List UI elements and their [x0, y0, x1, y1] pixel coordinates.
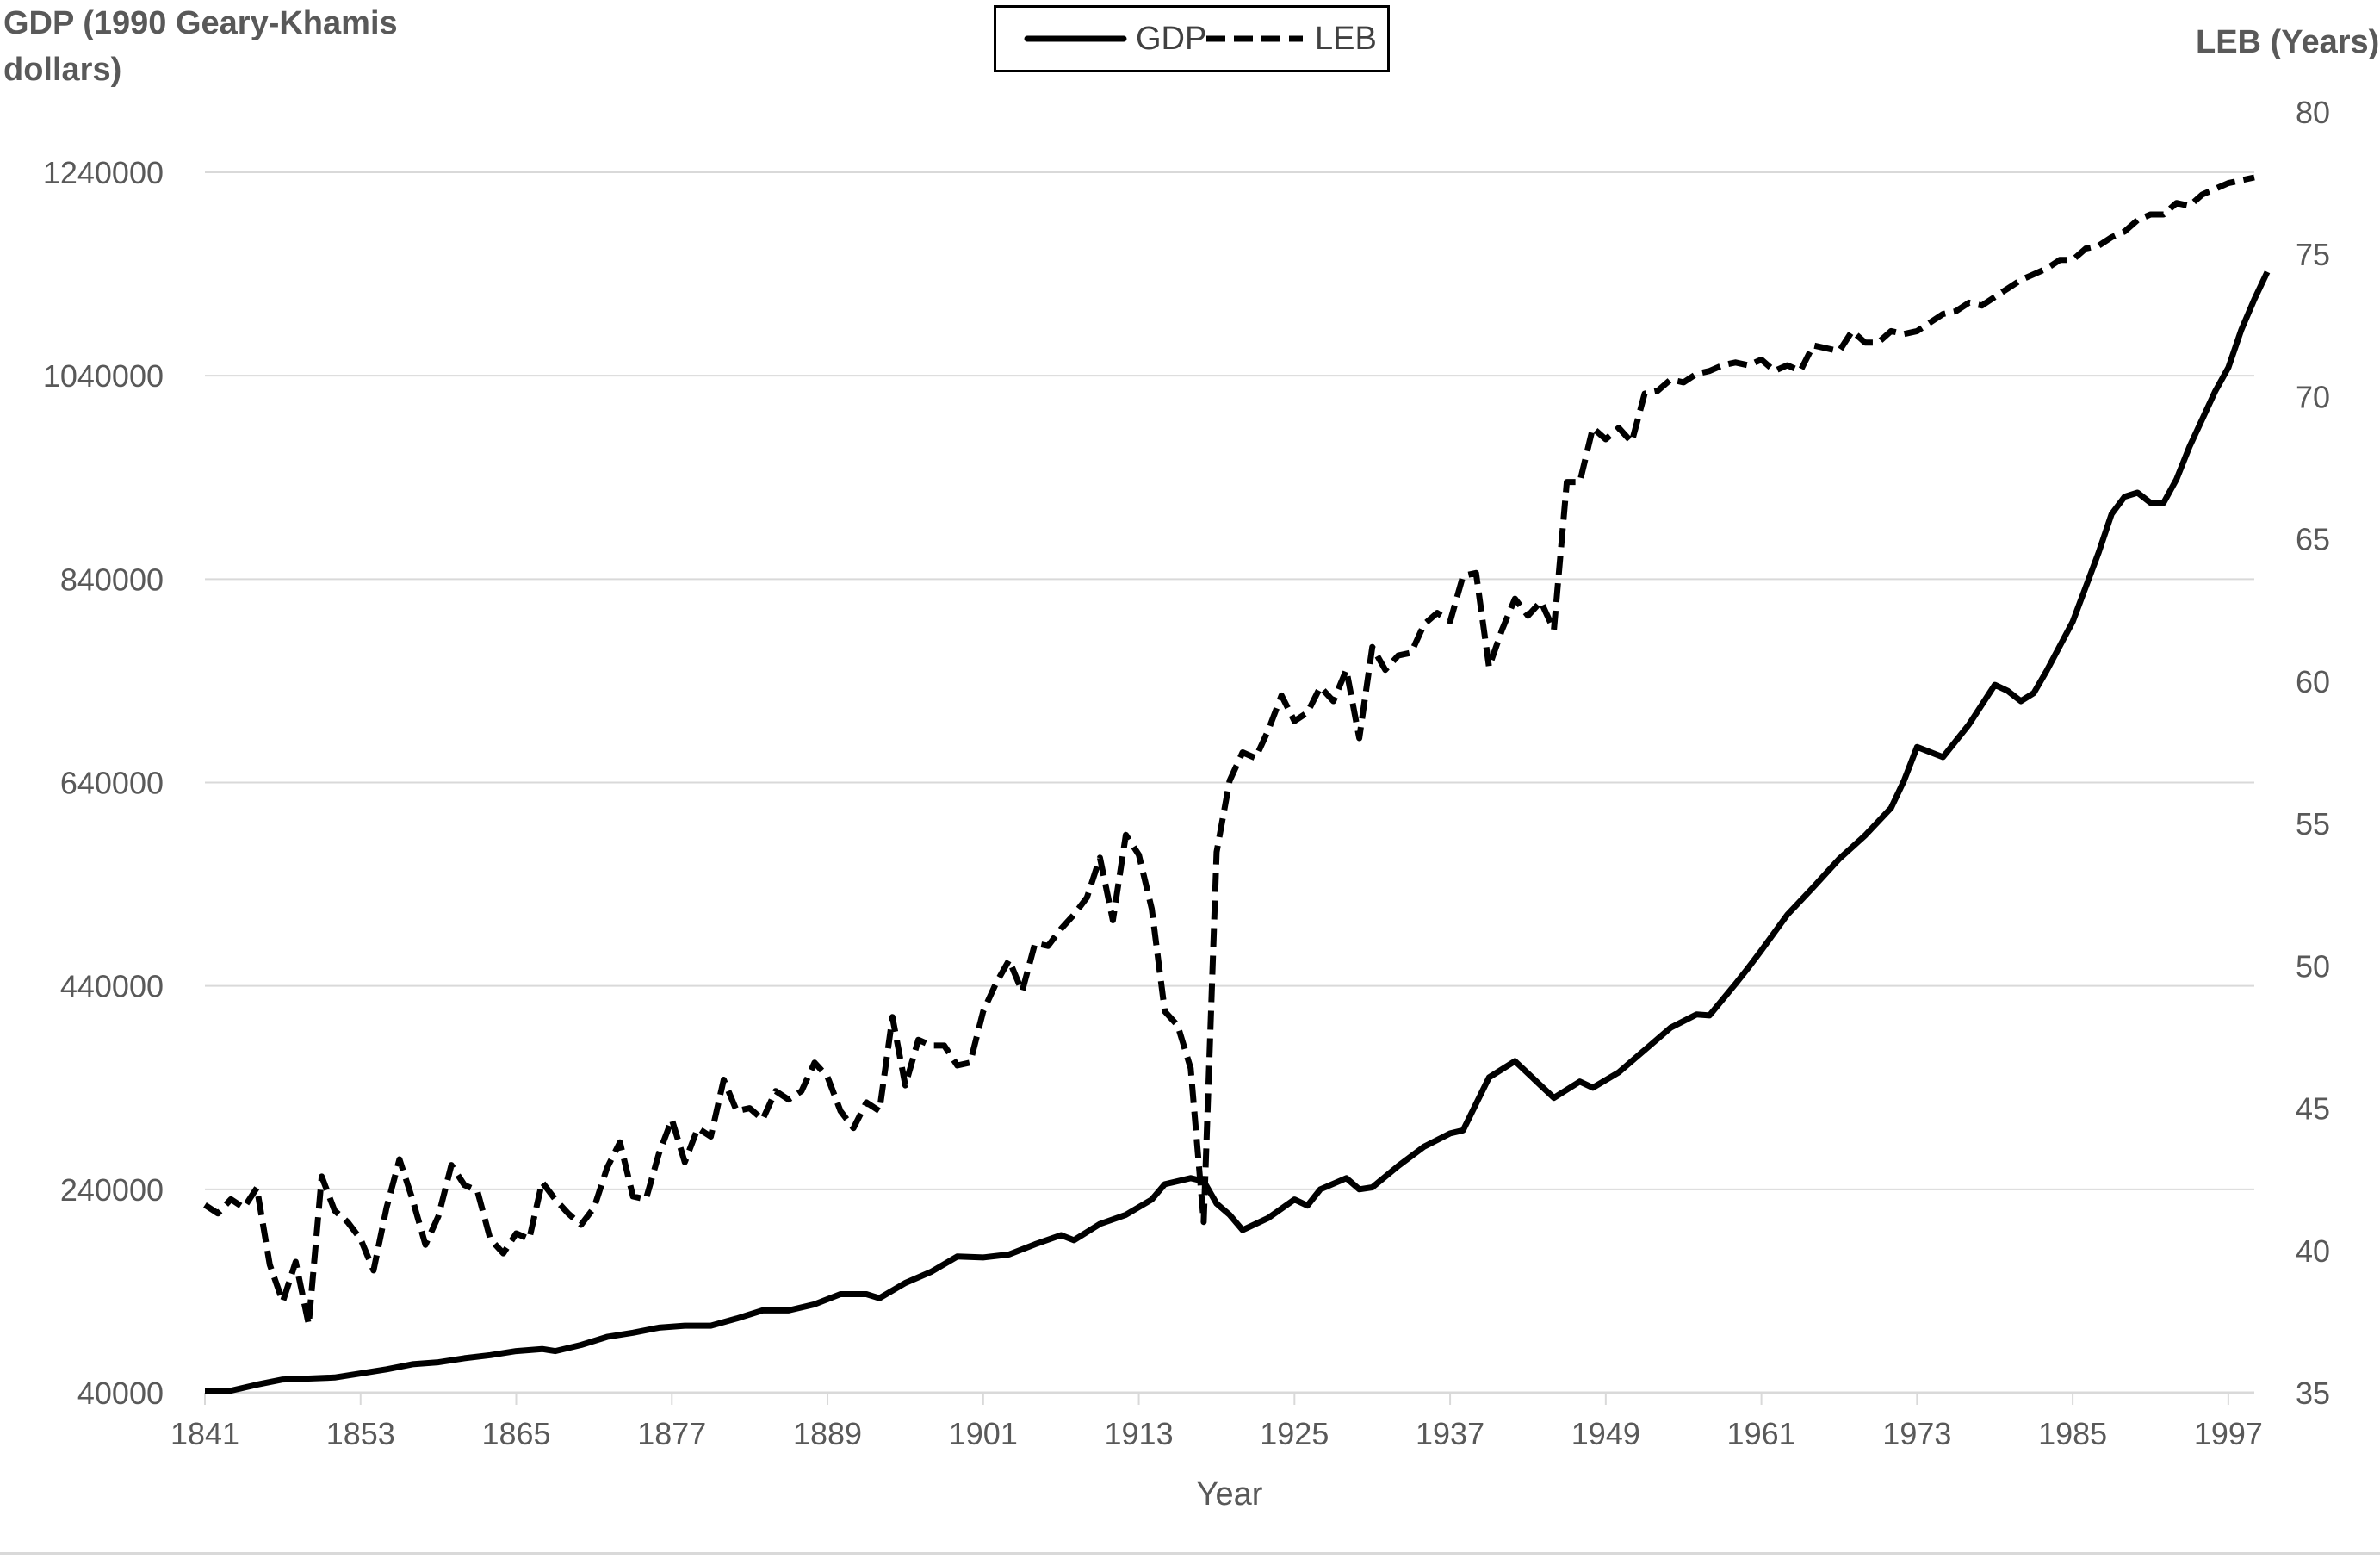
left-tick-label: 440000 [60, 969, 164, 1004]
x-tick-label: 1913 [1105, 1416, 1174, 1451]
x-axis-ticks: 1841 1853 1865 1877 1889 1901 1913 1925 1937 1949… [170, 1393, 2263, 1451]
right-tick-label: 70 [2296, 379, 2330, 414]
series-leb-line [203, 174, 2255, 1328]
legend-swatch-gdp [1024, 35, 1127, 42]
legend-label-gdp: GDP [1136, 20, 1207, 57]
series-gdp-line [205, 270, 2271, 1394]
bottom-border [0, 1552, 2380, 1555]
left-tick-label: 40000 [77, 1376, 164, 1411]
right-tick-label: 60 [2296, 664, 2330, 699]
left-tick-label: 640000 [60, 766, 164, 801]
x-tick-label: 1949 [1571, 1416, 1640, 1451]
x-axis-title: Year [1197, 1476, 1263, 1512]
legend: GDP LEB [994, 5, 1390, 72]
legend-item-leb: LEB [1203, 8, 1377, 70]
left-tick-label: 1240000 [43, 155, 164, 190]
right-axis-title: LEB (Years) [2196, 24, 2380, 60]
right-tick-label: 40 [2296, 1233, 2330, 1269]
left-axis-title: GDP (1990 Geary-Khamis dollars) [3, 5, 398, 88]
x-tick-label: 1937 [1416, 1416, 1484, 1451]
x-tick-label: 1889 [793, 1416, 862, 1451]
x-tick-label: 1853 [326, 1416, 395, 1451]
right-tick-label: 55 [2296, 806, 2330, 842]
legend-item-gdp: GDP [1024, 8, 1206, 70]
x-tick-label: 1877 [637, 1416, 706, 1451]
left-axis-ticks: 40000 240000 440000 640000 840000 1040000 1240… [43, 155, 164, 1411]
right-tick-label: 65 [2296, 522, 2330, 557]
x-tick-label: 1961 [1727, 1416, 1796, 1451]
right-tick-label: 75 [2296, 237, 2330, 272]
x-tick-label: 1985 [2038, 1416, 2107, 1451]
right-axis-ticks: 35 40 45 50 55 60 65 70 75 80 [2296, 95, 2330, 1411]
right-tick-label: 80 [2296, 95, 2330, 130]
x-tick-label: 1901 [949, 1416, 1018, 1451]
left-tick-label: 840000 [60, 562, 164, 597]
right-tick-label: 45 [2296, 1091, 2330, 1127]
x-tick-label: 1973 [1882, 1416, 1951, 1451]
legend-label-leb: LEB [1315, 20, 1377, 57]
left-tick-label: 1040000 [43, 358, 164, 394]
left-tick-label: 240000 [60, 1172, 164, 1208]
right-tick-label: 35 [2296, 1376, 2330, 1411]
gridlines [205, 171, 2254, 1190]
x-tick-label: 1865 [481, 1416, 550, 1451]
x-tick-label: 1841 [170, 1416, 239, 1451]
series-lines [203, 174, 2271, 1394]
x-tick-label: 1997 [2194, 1416, 2263, 1451]
legend-swatch-leb [1206, 35, 1303, 42]
right-tick-label: 50 [2296, 948, 2330, 984]
x-tick-label: 1925 [1260, 1416, 1329, 1451]
